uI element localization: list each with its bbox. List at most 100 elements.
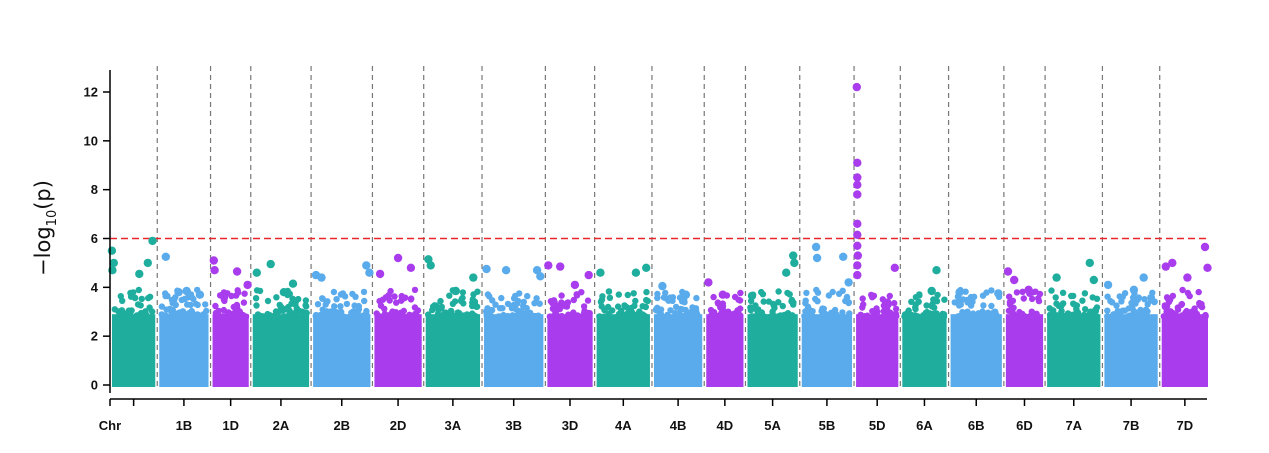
snp-point [923, 302, 930, 309]
snp-point [955, 313, 962, 320]
snp-point [630, 290, 637, 297]
snp-point [221, 294, 229, 301]
snp-point [122, 311, 129, 319]
chromosome-bulk-4A [596, 314, 650, 387]
y-tick-label: 6 [91, 231, 98, 246]
snp-point [393, 299, 400, 306]
snp-point-3A [426, 261, 435, 270]
snp-point [302, 297, 310, 304]
snp-point [181, 295, 188, 303]
snp-point [814, 289, 822, 296]
snp-point [859, 295, 866, 302]
snp-point [523, 313, 530, 320]
snp-point [397, 309, 405, 316]
snp-point [596, 313, 603, 320]
snp-point [779, 302, 786, 310]
snp-point [804, 303, 812, 310]
snp-point [470, 291, 477, 298]
snp-point [324, 298, 331, 305]
snp-point [933, 297, 940, 304]
snp-point [536, 300, 543, 307]
x-tick-label: 3D [562, 418, 579, 433]
x-axis-label: Chr [99, 418, 121, 433]
snp-point [1134, 296, 1142, 303]
x-tick-label: 5B [819, 418, 836, 433]
snp-point [240, 299, 248, 306]
chromosome-bulk-6D [1005, 314, 1044, 387]
snp-point [237, 311, 244, 319]
snp-point [869, 308, 876, 315]
snp-point [514, 300, 521, 307]
y-axis-label: −log10(p) [31, 180, 60, 276]
snp-point [558, 292, 565, 299]
snp-point [332, 309, 339, 316]
snp-point-7B [1129, 285, 1139, 294]
snp-point [252, 295, 260, 302]
snp-point-6A [932, 266, 941, 275]
snp-point [333, 296, 340, 303]
snp-point [1009, 310, 1017, 317]
snp-point [136, 311, 144, 318]
snp-point [230, 303, 237, 311]
x-tick-label: 5D [869, 418, 886, 433]
snp-point [615, 312, 623, 320]
snp-point [387, 311, 394, 318]
snp-point [315, 312, 322, 319]
snp-point-7B [1139, 273, 1148, 282]
snp-point-2A [266, 259, 275, 269]
snp-point [1046, 305, 1053, 312]
snp-point [889, 312, 896, 320]
snp-point-5A [747, 291, 757, 301]
chromosome-bulk-6A [902, 314, 947, 387]
snp-point [551, 298, 558, 306]
snp-point [988, 287, 995, 294]
snp-point [473, 303, 481, 310]
snp-point [839, 309, 846, 316]
y-tick-label: 2 [91, 329, 98, 344]
snp-point [1190, 312, 1198, 319]
snp-point [737, 312, 744, 319]
snp-point [951, 299, 958, 306]
snp-point [748, 313, 755, 320]
snp-point [631, 302, 638, 309]
snp-point [1093, 313, 1100, 320]
snp-point [292, 298, 300, 305]
snp-point [459, 294, 466, 302]
snp-point [908, 298, 915, 305]
snp-point [411, 286, 419, 294]
snp-point [486, 293, 493, 300]
snp-point [212, 302, 219, 310]
snp-point [158, 303, 166, 310]
snp-point [127, 312, 134, 319]
snp-point [499, 305, 506, 312]
snp-point [435, 306, 442, 314]
snp-point-chr1a [148, 236, 157, 246]
snp-point [1195, 288, 1202, 296]
snp-point [111, 306, 119, 313]
snp-point [1126, 312, 1133, 319]
snp-point [282, 305, 289, 313]
snp-point [727, 311, 734, 318]
snp-point [621, 302, 628, 309]
chromosome-bulk-5D [856, 314, 899, 387]
snp-point-6D [1003, 267, 1013, 276]
snp-point [641, 313, 649, 320]
snp-point [892, 305, 900, 313]
snp-point [643, 288, 650, 296]
snp-point-6A [927, 286, 936, 296]
snp-point-chr1a [135, 269, 144, 279]
snp-point-3D [570, 280, 580, 290]
snp-point [786, 291, 793, 298]
snp-point-4D [718, 290, 727, 299]
snp-point [669, 294, 677, 301]
snp-point [337, 303, 344, 310]
x-tick-label: 3A [445, 418, 462, 433]
snp-point-7B [1103, 280, 1113, 290]
snp-point [624, 291, 631, 299]
snp-point [845, 299, 853, 306]
snp-point [1019, 288, 1026, 295]
snp-point [469, 310, 476, 317]
snp-point [179, 308, 187, 315]
snp-point [709, 311, 717, 318]
snp-point [228, 292, 235, 300]
